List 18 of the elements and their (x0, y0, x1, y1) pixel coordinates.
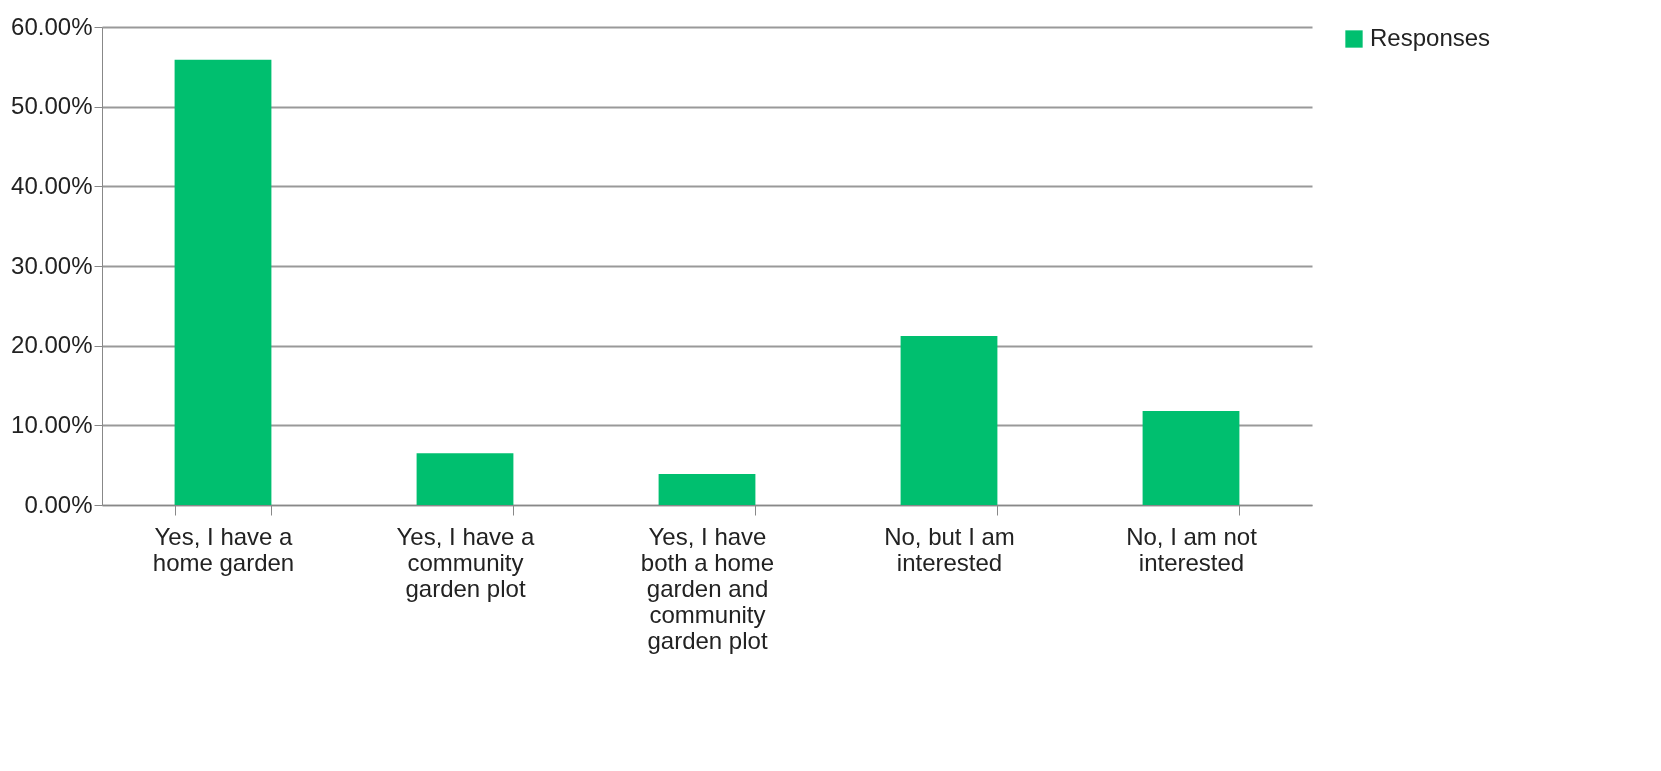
y-tick-label: 40.00% (11, 171, 93, 199)
legend-label: Responses (1370, 24, 1491, 51)
y-tick-label: 10.00% (11, 410, 93, 438)
y-tick-label: 20.00% (11, 331, 93, 359)
bar (174, 59, 272, 505)
x-tick-label: Yes, I have a home garden (152, 522, 295, 576)
y-tick-label: 30.00% (11, 251, 93, 279)
x-tick-label: No, I am not interested (1126, 522, 1258, 576)
bar (416, 453, 514, 505)
bar (658, 473, 756, 505)
x-tick-label: Yes, I have a community garden plot (396, 522, 536, 602)
x-tick-label: Yes, I have both a home garden and community garden plot (640, 522, 775, 654)
x-tick-label: No, but I am interested (884, 522, 1015, 576)
y-tick-label: 0.00% (24, 490, 93, 518)
bar (900, 336, 998, 505)
y-tick-label: 60.00% (11, 12, 93, 40)
y-tick-label: 50.00% (11, 92, 93, 120)
bar (1142, 410, 1240, 505)
